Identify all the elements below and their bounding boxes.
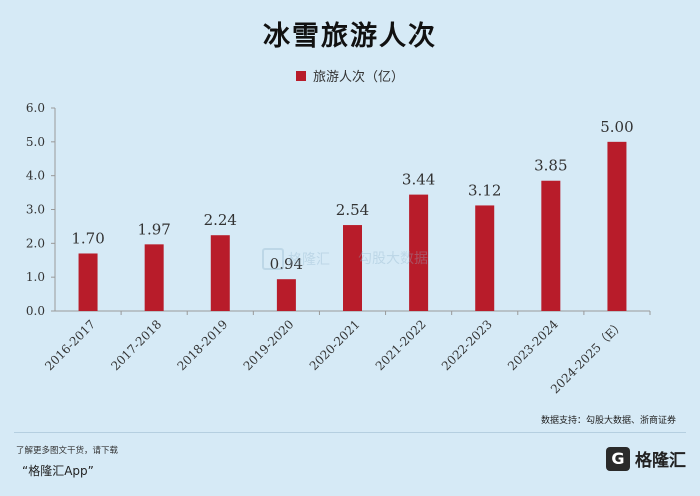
brand-logo[interactable]: G 格隆汇 <box>606 446 686 471</box>
y-tick-label: 3.0 <box>26 203 45 217</box>
x-tick-label: 2024-2025（E） <box>548 317 627 396</box>
x-tick-label: 2019-2020 <box>241 317 297 373</box>
bar <box>144 244 164 311</box>
data-label: 1.97 <box>137 220 170 238</box>
data-label: 3.44 <box>402 171 435 189</box>
bar-chart: 0.0 1.0 2.0 3.0 4.0 5.0 6.0 1.70 2016-2017 1.97 20… <box>26 101 651 396</box>
bar <box>210 235 230 311</box>
bar <box>607 141 627 311</box>
data-label: 3.85 <box>534 157 567 175</box>
legend-swatch <box>295 70 306 81</box>
logo-text: 格隆汇 <box>635 451 686 471</box>
watermark-logo-icon <box>262 248 284 270</box>
y-tick-label: 1.0 <box>26 270 45 284</box>
footer-app-name: “格隆汇App” <box>22 464 94 478</box>
x-tick-label: 2016-2017 <box>42 317 98 373</box>
logo-icon: G <box>606 446 630 471</box>
legend-label: 旅游人次（亿） <box>312 70 404 85</box>
x-tick-label: 2017-2018 <box>108 317 164 373</box>
footer-promo-text: 了解更多图文干货，请下载 <box>16 446 119 456</box>
data-source: 数据支持：勾股大数据、浙商证券 <box>540 416 676 426</box>
y-tick-label: 0.0 <box>26 304 45 318</box>
data-label: 5.00 <box>600 118 633 136</box>
x-tick-label: 2018-2019 <box>174 317 230 373</box>
y-tick-label: 6.0 <box>26 101 45 115</box>
data-label: 0.94 <box>270 255 303 273</box>
watermark-gougu: 勾股大数据 <box>358 248 428 268</box>
bar <box>343 225 362 311</box>
bar <box>475 205 495 311</box>
data-label: 2.54 <box>336 201 369 219</box>
footer-divider <box>14 432 686 433</box>
bar <box>276 279 296 311</box>
y-tick-label: 5.0 <box>26 135 45 149</box>
x-tick-label: 2022-2023 <box>439 317 495 373</box>
y-tick-label: 2.0 <box>26 236 45 250</box>
watermark-text: 勾股大数据 <box>358 251 428 267</box>
chart-title: 冰雪旅游人次 <box>263 21 437 52</box>
bar <box>541 180 561 311</box>
y-tick-label: 4.0 <box>26 169 45 183</box>
watermark-gelonghui: 格隆汇 <box>262 248 330 270</box>
bar <box>409 194 429 311</box>
data-label: 2.24 <box>204 211 237 229</box>
legend: 旅游人次（亿） <box>0 66 700 85</box>
data-label: 3.12 <box>468 181 501 199</box>
data-label: 1.70 <box>71 229 104 247</box>
x-tick-label: 2021-2022 <box>373 317 429 373</box>
x-tick-label: 2020-2021 <box>307 317 363 373</box>
bar <box>78 253 98 311</box>
watermark-text: 格隆汇 <box>288 252 330 268</box>
x-tick-label: 2023-2024 <box>505 317 561 373</box>
